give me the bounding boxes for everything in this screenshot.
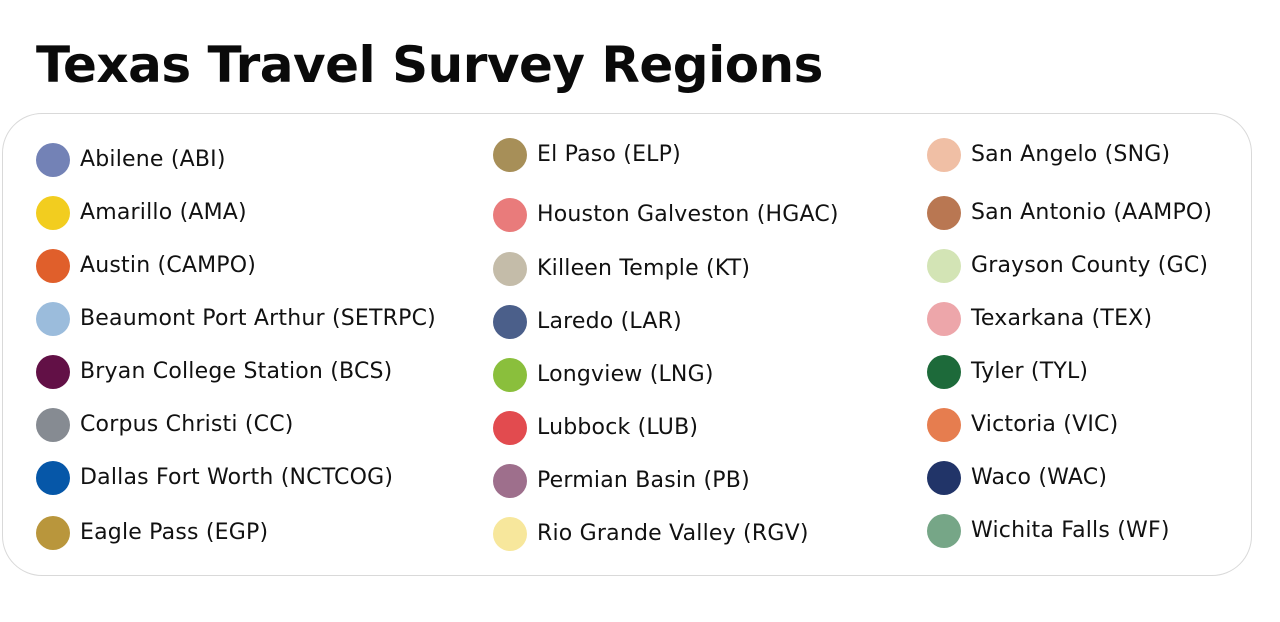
legend-swatch <box>493 252 527 286</box>
legend-swatch <box>927 138 961 172</box>
legend-item: Eagle Pass (EGP) <box>36 513 268 553</box>
legend-item: Grayson County (GC) <box>927 246 1208 286</box>
legend-swatch <box>493 517 527 551</box>
legend-label: Rio Grande Valley (RGV) <box>537 521 809 546</box>
page-title: Texas Travel Survey Regions <box>36 36 823 94</box>
legend-swatch <box>36 143 70 177</box>
legend-item: Lubbock (LUB) <box>493 408 698 448</box>
legend-swatch <box>36 249 70 283</box>
legend-label: Texarkana (TEX) <box>971 306 1153 331</box>
region-legend: Abilene (ABI) Amarillo (AMA) Austin (CAMPO… <box>2 113 1252 576</box>
legend-item: Dallas Fort Worth (NCTCOG) <box>36 458 393 498</box>
legend-item: Laredo (LAR) <box>493 302 682 342</box>
legend-label: Tyler (TYL) <box>971 359 1089 384</box>
legend-swatch <box>493 305 527 339</box>
legend-swatch <box>493 411 527 445</box>
legend-label: Grayson County (GC) <box>971 253 1209 278</box>
legend-label: Longview (LNG) <box>537 362 714 387</box>
legend-label: Abilene (ABI) <box>80 147 226 172</box>
legend-label: Austin (CAMPO) <box>80 253 257 278</box>
legend-item: Waco (WAC) <box>927 458 1107 498</box>
legend-swatch <box>36 516 70 550</box>
legend-label: Laredo (LAR) <box>537 309 682 334</box>
legend-label: Permian Basin (PB) <box>537 468 750 493</box>
legend-swatch <box>927 355 961 389</box>
legend-item: Amarillo (AMA) <box>36 193 247 233</box>
legend-item: Rio Grande Valley (RGV) <box>493 514 809 554</box>
legend-item: El Paso (ELP) <box>493 135 681 175</box>
legend-swatch <box>36 461 70 495</box>
legend-item: Bryan College Station (BCS) <box>36 352 392 392</box>
legend-item: Beaumont Port Arthur (SETRPC) <box>36 299 436 339</box>
legend-label: Wichita Falls (WF) <box>971 518 1170 543</box>
legend-swatch <box>493 138 527 172</box>
legend-label: San Antonio (AAMPO) <box>971 200 1213 225</box>
legend-item: San Angelo (SNG) <box>927 135 1170 175</box>
legend-label: Beaumont Port Arthur (SETRPC) <box>80 306 436 331</box>
legend-item: Tyler (TYL) <box>927 352 1088 392</box>
legend-swatch <box>493 358 527 392</box>
legend-item: Austin (CAMPO) <box>36 246 256 286</box>
legend-item: Longview (LNG) <box>493 355 714 395</box>
legend-swatch <box>927 302 961 336</box>
legend-item: Corpus Christi (CC) <box>36 405 294 445</box>
legend-item: Abilene (ABI) <box>36 140 226 180</box>
legend-label: Victoria (VIC) <box>971 412 1119 437</box>
legend-label: Killeen Temple (KT) <box>537 256 751 281</box>
legend-swatch <box>36 355 70 389</box>
legend-swatch <box>493 464 527 498</box>
legend-label: Eagle Pass (EGP) <box>80 520 269 545</box>
legend-swatch <box>927 196 961 230</box>
legend-item: Permian Basin (PB) <box>493 461 750 501</box>
legend-label: El Paso (ELP) <box>537 142 681 167</box>
legend-label: Corpus Christi (CC) <box>80 412 294 437</box>
legend-label: Bryan College Station (BCS) <box>80 359 393 384</box>
legend-label: Dallas Fort Worth (NCTCOG) <box>80 465 394 490</box>
legend-swatch <box>36 196 70 230</box>
legend-swatch <box>927 514 961 548</box>
legend-item: Killeen Temple (KT) <box>493 249 750 289</box>
legend-swatch <box>927 408 961 442</box>
legend-item: Wichita Falls (WF) <box>927 511 1170 551</box>
legend-label: San Angelo (SNG) <box>971 142 1171 167</box>
legend-item: Texarkana (TEX) <box>927 299 1152 339</box>
legend-swatch <box>927 249 961 283</box>
legend-swatch <box>493 198 527 232</box>
legend-swatch <box>36 408 70 442</box>
legend-swatch <box>36 302 70 336</box>
legend-item: Victoria (VIC) <box>927 405 1118 445</box>
legend-label: Houston Galveston (HGAC) <box>537 202 839 227</box>
legend-item: Houston Galveston (HGAC) <box>493 195 839 235</box>
legend-label: Lubbock (LUB) <box>537 415 699 440</box>
legend-swatch <box>927 461 961 495</box>
legend-label: Waco (WAC) <box>971 465 1108 490</box>
legend-label: Amarillo (AMA) <box>80 200 247 225</box>
legend-item: San Antonio (AAMPO) <box>927 193 1212 233</box>
